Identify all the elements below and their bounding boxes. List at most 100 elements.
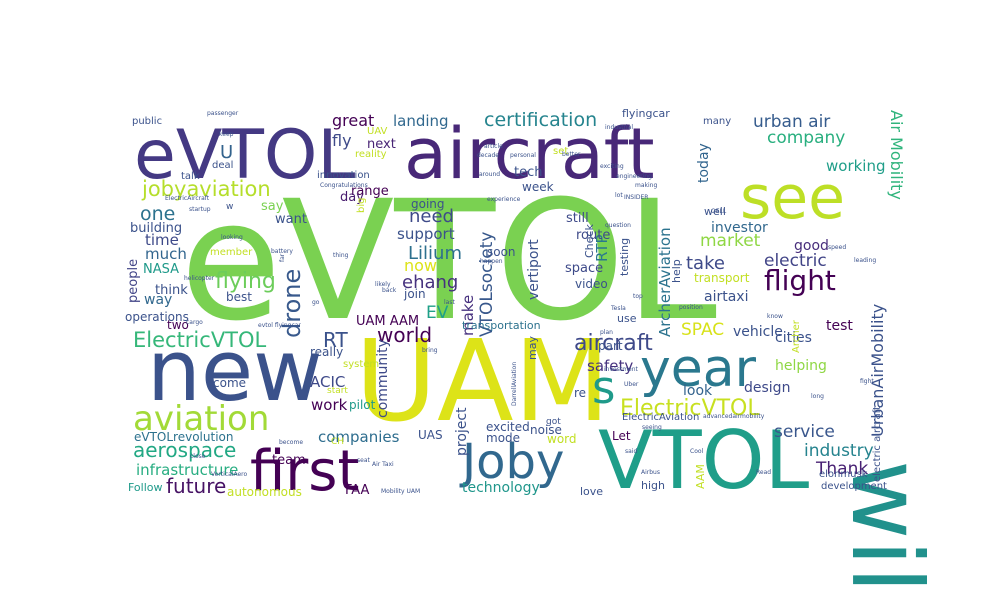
cloud-word: re xyxy=(574,386,586,400)
cloud-word: time xyxy=(145,231,179,249)
cloud-word: investment xyxy=(604,366,639,373)
cloud-word: EV xyxy=(426,303,449,323)
cloud-word: VTOL xyxy=(598,414,810,507)
cloud-word: community xyxy=(375,339,391,418)
cloud-word: AAM xyxy=(694,464,707,489)
cloud-word: high xyxy=(641,479,665,492)
cloud-word: making xyxy=(635,182,657,189)
cloud-word: vehicle xyxy=(733,324,783,340)
cloud-word: people xyxy=(126,259,141,303)
cloud-word: far xyxy=(279,253,286,262)
cloud-word: Archer xyxy=(791,319,802,353)
cloud-word: member xyxy=(210,247,253,258)
cloud-word: cities xyxy=(775,330,812,346)
cloud-word: speed xyxy=(828,244,846,251)
cloud-word: jobyaviation xyxy=(141,177,271,201)
cloud-word: going xyxy=(411,197,445,211)
cloud-word: new xyxy=(147,322,323,421)
cloud-word: year xyxy=(640,339,757,399)
cloud-word: keep xyxy=(219,131,234,138)
cloud-word: cargo xyxy=(186,319,203,326)
cloud-word: infrastructure xyxy=(136,461,238,479)
cloud-word: make xyxy=(459,295,477,336)
cloud-word: great xyxy=(332,111,374,130)
cloud-word: personal xyxy=(510,152,536,159)
cloud-word: question xyxy=(605,222,631,229)
cloud-word: Read xyxy=(756,469,771,476)
cloud-word: long xyxy=(811,393,824,400)
cloud-word: close xyxy=(190,453,206,460)
cloud-word: helicopter xyxy=(184,275,215,282)
cloud-word: Follow xyxy=(128,481,163,494)
cloud-word: public xyxy=(132,116,162,127)
cloud-word: help xyxy=(670,259,683,283)
cloud-word: day xyxy=(340,190,364,205)
cloud-word: reality xyxy=(355,149,387,160)
cloud-word: eVTOL xyxy=(134,116,355,195)
cloud-word: design xyxy=(744,380,790,396)
cloud-word: first xyxy=(250,439,359,504)
cloud-word: word xyxy=(547,432,577,446)
cloud-word: Let xyxy=(612,429,631,443)
cloud-word: Air Taxi xyxy=(372,461,394,468)
cloud-word: seeing xyxy=(642,424,662,431)
cloud-word: helping xyxy=(775,358,827,374)
cloud-word: Check xyxy=(583,224,596,258)
cloud-word: engineering xyxy=(616,173,652,180)
cloud-word: startup xyxy=(189,206,211,213)
cloud-word: market xyxy=(700,231,761,251)
cloud-word: looking xyxy=(221,234,243,241)
cloud-word: much xyxy=(145,245,187,263)
cloud-word: autonomous xyxy=(227,485,302,499)
cloud-word: Air Mobility xyxy=(887,110,906,200)
cloud-word: better xyxy=(562,151,581,158)
cloud-word: say xyxy=(261,199,284,214)
cloud-word: aerospace xyxy=(133,438,236,462)
cloud-word: Cool xyxy=(690,448,704,455)
cloud-word: operations xyxy=(125,310,189,324)
cloud-word: start xyxy=(327,386,348,396)
cloud-word: drone xyxy=(278,269,306,338)
cloud-word: ElectricVTOL xyxy=(620,396,760,421)
cloud-word: look xyxy=(683,383,713,399)
cloud-word: want xyxy=(275,212,307,227)
cloud-word: ElectricAircraft xyxy=(165,195,210,202)
cloud-word: working xyxy=(826,157,886,175)
cloud-word: exciting xyxy=(600,163,624,170)
cloud-word: landing xyxy=(393,112,449,130)
cloud-word: certification xyxy=(484,109,597,131)
cloud-word: one xyxy=(140,203,175,225)
cloud-word: UrbanAirMobility xyxy=(868,304,887,437)
cloud-word: really xyxy=(310,345,343,359)
cloud-word: Uber xyxy=(624,381,639,388)
cloud-word: technology xyxy=(462,480,540,496)
cloud-word: passenger xyxy=(207,110,239,117)
cloud-word: test xyxy=(826,318,853,334)
cloud-word: way xyxy=(144,292,172,308)
cloud-word: position xyxy=(679,304,703,311)
cloud-word: RT xyxy=(323,328,348,352)
cloud-word: set xyxy=(553,146,568,157)
cloud-word: route xyxy=(576,228,610,243)
cloud-word: transportation xyxy=(462,319,541,332)
cloud-word: well xyxy=(704,205,726,218)
cloud-word: service xyxy=(774,422,835,442)
cloud-word: fight xyxy=(860,378,874,385)
cloud-word: vertiport xyxy=(526,239,542,300)
cloud-word: VTOLsociety xyxy=(477,232,497,337)
cloud-word: pilot xyxy=(349,398,376,412)
cloud-word: top xyxy=(633,293,643,300)
cloud-word: eVTOLrevolution xyxy=(134,430,233,444)
cloud-word: said xyxy=(625,448,637,455)
cloud-word: flying xyxy=(215,269,276,294)
cloud-word: now xyxy=(404,256,437,275)
cloud-word: excited xyxy=(486,420,530,434)
cloud-word: around xyxy=(479,171,500,178)
cloud-word: world xyxy=(377,323,432,347)
cloud-word: range xyxy=(351,184,389,199)
cloud-word: article xyxy=(484,143,503,150)
cloud-word: last xyxy=(444,299,455,306)
cloud-word: aviation xyxy=(133,399,269,439)
cloud-word: evtol flyingcar xyxy=(258,322,301,329)
cloud-word: space xyxy=(565,261,603,276)
